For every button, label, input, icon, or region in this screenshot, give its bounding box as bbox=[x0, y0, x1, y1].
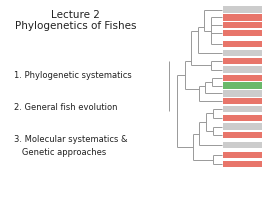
Text: 2. General fish evolution: 2. General fish evolution bbox=[14, 103, 117, 112]
Bar bbox=[223, 152, 262, 158]
Bar bbox=[223, 6, 262, 13]
Bar bbox=[223, 132, 262, 138]
Bar bbox=[223, 14, 262, 21]
Bar bbox=[223, 66, 262, 73]
Text: 3. Molecular systematics &
   Genetic approaches: 3. Molecular systematics & Genetic appro… bbox=[14, 135, 128, 157]
Bar bbox=[223, 161, 262, 168]
Bar bbox=[223, 30, 262, 36]
Bar bbox=[223, 22, 262, 29]
Bar bbox=[223, 90, 262, 97]
Bar bbox=[223, 106, 262, 112]
Text: Phylogenetics of Fishes: Phylogenetics of Fishes bbox=[15, 21, 136, 31]
Bar bbox=[223, 98, 262, 104]
Bar bbox=[223, 57, 262, 64]
Bar bbox=[223, 83, 262, 89]
Bar bbox=[223, 75, 262, 81]
Bar bbox=[223, 41, 262, 47]
Bar bbox=[223, 142, 262, 148]
Bar bbox=[223, 123, 262, 130]
Bar bbox=[223, 50, 262, 56]
Text: 1. Phylogenetic systematics: 1. Phylogenetic systematics bbox=[14, 71, 132, 80]
Text: Lecture 2: Lecture 2 bbox=[51, 10, 100, 20]
Bar bbox=[223, 114, 262, 121]
